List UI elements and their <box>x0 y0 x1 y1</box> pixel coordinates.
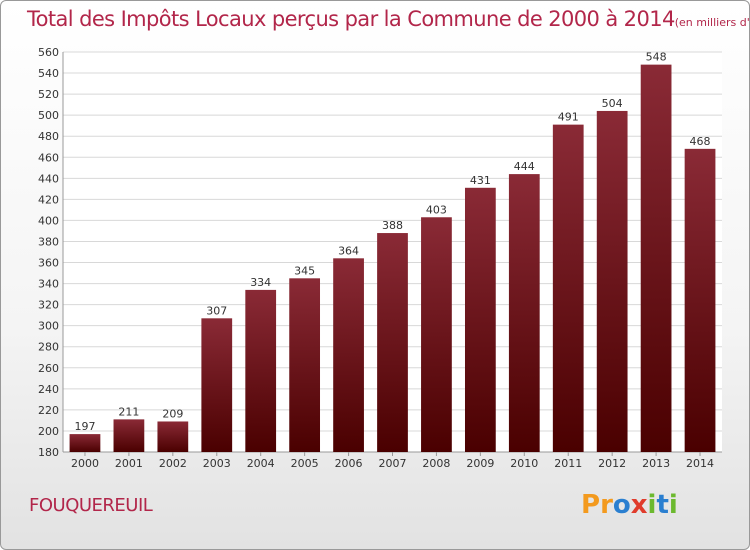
bar-value-label: 197 <box>74 420 95 433</box>
bar-2014 <box>684 148 716 452</box>
x-tick-label: 2003 <box>203 457 231 470</box>
bar-value-label: 403 <box>426 203 447 216</box>
bar-value-label: 209 <box>162 407 183 420</box>
y-tick-label: 520 <box>38 88 59 101</box>
x-tick-label: 2008 <box>422 457 450 470</box>
x-tick-label: 2013 <box>642 457 670 470</box>
x-tick-label: 2011 <box>554 457 582 470</box>
y-tick-label: 480 <box>38 130 59 143</box>
x-tick-label: 2006 <box>335 457 363 470</box>
bar-value-label: 364 <box>338 244 359 257</box>
x-tick-label: 2000 <box>71 457 99 470</box>
bar-2009 <box>464 187 496 452</box>
y-tick-label: 560 <box>38 46 59 59</box>
bar-2003 <box>201 318 233 452</box>
bar-2005 <box>289 278 321 452</box>
bar-value-label: 388 <box>382 219 403 232</box>
chart-title-unit: (en milliers d'€) <box>674 16 750 29</box>
bar-2010 <box>508 174 540 452</box>
x-tick-label: 2004 <box>247 457 275 470</box>
x-tick-label: 2007 <box>379 457 407 470</box>
y-tick-label: 240 <box>38 383 59 396</box>
logo-letter: t <box>656 490 669 520</box>
logo-letter: x <box>630 490 648 520</box>
bar-2008 <box>421 217 452 452</box>
x-tick-label: 2005 <box>291 457 319 470</box>
bar-2012 <box>596 110 628 453</box>
bar-2001 <box>113 419 145 452</box>
bar-value-label: 345 <box>294 264 315 277</box>
y-tick-label: 380 <box>38 235 59 248</box>
y-tick-label: 460 <box>38 151 59 164</box>
bar-value-label: 491 <box>558 111 579 124</box>
y-tick-label: 200 <box>38 425 59 438</box>
y-tick-label: 300 <box>38 320 59 333</box>
y-tick-label: 440 <box>38 172 59 185</box>
bar-value-label: 444 <box>514 160 535 173</box>
y-tick-label: 420 <box>38 193 59 206</box>
logo-letter: i <box>668 490 678 520</box>
x-tick-label: 2012 <box>598 457 626 470</box>
logo-letter: o <box>612 490 631 520</box>
logo-letter: i <box>647 490 657 520</box>
y-tick-label: 280 <box>38 341 59 354</box>
logo-letter: r <box>600 490 613 520</box>
bar-value-label: 431 <box>470 174 491 187</box>
bar-value-label: 548 <box>646 51 667 64</box>
bar-2002 <box>157 421 189 452</box>
x-tick-label: 2001 <box>115 457 143 470</box>
logo-letter: P <box>581 490 601 520</box>
x-tick-label: 2014 <box>686 457 714 470</box>
bar-2004 <box>245 289 277 452</box>
bar-2007 <box>377 233 408 452</box>
y-tick-label: 320 <box>38 299 59 312</box>
y-tick-label: 260 <box>38 362 59 375</box>
x-tick-label: 2010 <box>510 457 538 470</box>
x-tick-label: 2009 <box>466 457 494 470</box>
y-tick-label: 500 <box>38 109 59 122</box>
chart-title-text: Total des Impôts Locaux perçus par la Co… <box>27 7 675 31</box>
x-tick-label: 2002 <box>159 457 187 470</box>
y-tick-label: 340 <box>38 278 59 291</box>
bar-2011 <box>552 124 584 452</box>
bar-value-label: 307 <box>206 304 227 317</box>
y-tick-label: 400 <box>38 214 59 227</box>
y-tick-label: 180 <box>38 446 59 459</box>
commune-name: FOUQUEREUIL <box>29 495 153 516</box>
bar-value-label: 211 <box>118 405 139 418</box>
bar-value-label: 468 <box>690 135 711 148</box>
bar-value-label: 334 <box>250 276 271 289</box>
bar-2013 <box>640 64 672 452</box>
bar-2006 <box>333 258 364 452</box>
proxiti-logo: Proxiti <box>581 490 678 520</box>
y-tick-label: 220 <box>38 404 59 417</box>
bar-value-label: 504 <box>602 97 623 110</box>
chart-title: Total des Impôts Locaux perçus par la Co… <box>27 7 750 31</box>
y-tick-label: 360 <box>38 257 59 270</box>
bar-2000 <box>69 434 101 452</box>
y-tick-label: 540 <box>38 67 59 80</box>
